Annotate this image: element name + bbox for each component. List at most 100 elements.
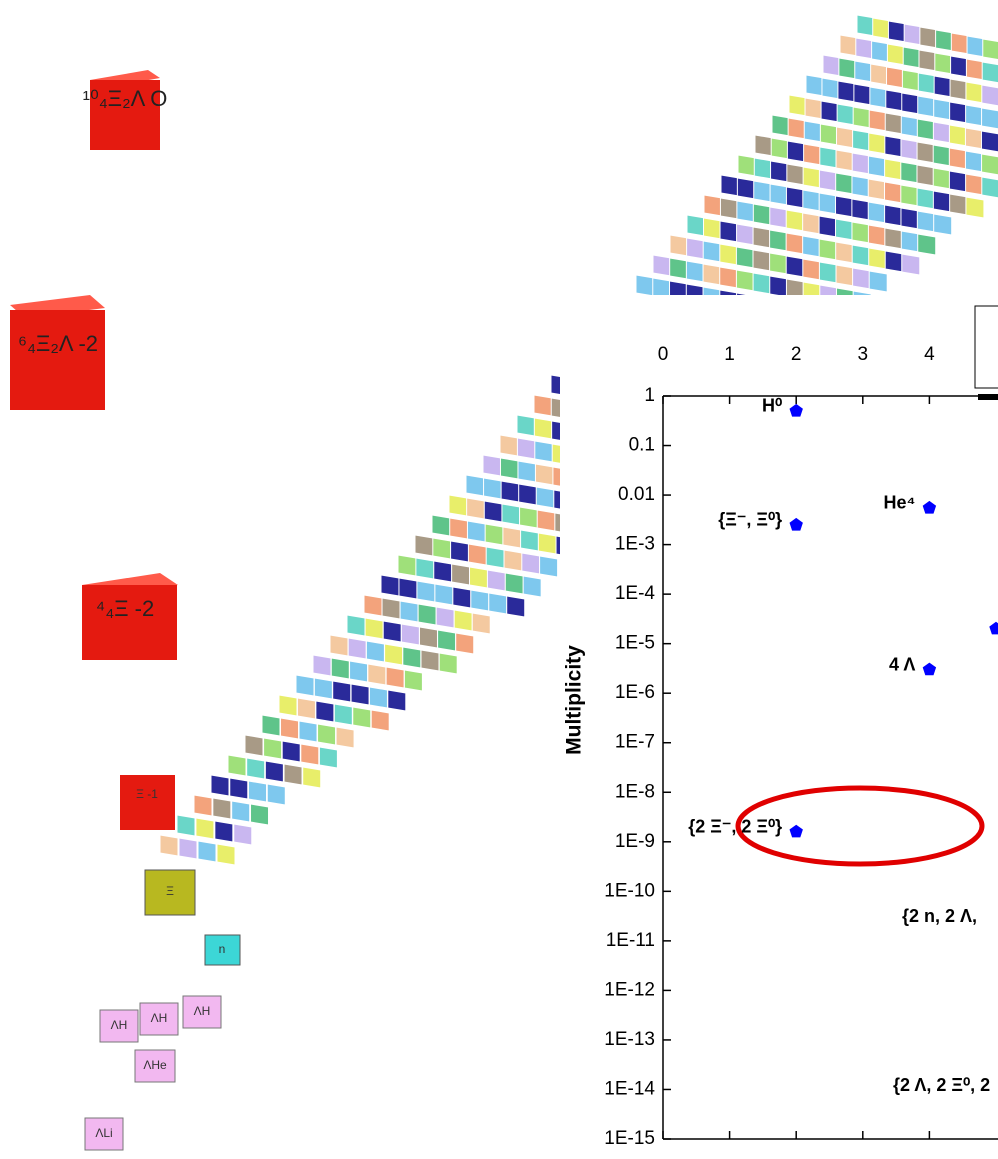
nuclide-tile xyxy=(314,678,332,699)
nuclide-tile xyxy=(319,747,337,768)
nuclide-tile xyxy=(950,79,968,100)
nuclide-tile xyxy=(737,201,755,222)
nuclide-tile xyxy=(484,478,502,499)
nuclide-tile xyxy=(467,498,485,519)
nuclide-tile xyxy=(486,547,504,568)
nuclide-tile xyxy=(303,767,321,788)
nuclide-tile xyxy=(982,85,998,106)
nuclide-tile xyxy=(902,93,920,114)
nuclide-tile xyxy=(313,655,331,676)
nuclide-tile xyxy=(421,650,439,671)
nuclide-tile xyxy=(819,170,837,191)
nuclide-tile xyxy=(901,185,919,206)
nuclide-tile xyxy=(836,127,854,148)
nuclide-tile xyxy=(468,544,486,565)
nuclide-tile xyxy=(806,75,824,96)
nuclide-tile xyxy=(636,275,654,296)
y-tick-label: 1E-11 xyxy=(606,930,655,951)
nuclide-tile xyxy=(949,125,967,146)
nuclide-tile xyxy=(540,556,558,577)
nuclide-tile xyxy=(803,190,821,211)
nuclide-tile xyxy=(386,667,404,688)
nuclide-tile xyxy=(836,196,854,217)
nuclide-tile xyxy=(949,171,967,192)
nuclide-tile xyxy=(470,567,488,588)
x-tick-label: 4 xyxy=(924,344,935,365)
nuclide-tile xyxy=(868,179,886,200)
nuclide-tile xyxy=(966,82,984,103)
nuclide-tile xyxy=(381,575,399,596)
nuclide-tile xyxy=(436,607,454,628)
nuclide-tile xyxy=(297,698,315,719)
nuclide-tile xyxy=(398,555,416,576)
nuclide-tile xyxy=(211,775,229,796)
nuclide-tile xyxy=(489,593,507,614)
nuclide-tile xyxy=(249,781,267,802)
nuclide-tile xyxy=(720,267,738,288)
nuclide-tile xyxy=(869,133,887,154)
nuclide-tile xyxy=(950,102,968,123)
nuclide-tile xyxy=(753,250,771,271)
nuclide-tile xyxy=(438,630,456,651)
nuclide-tile xyxy=(819,193,837,214)
nuclide-tile xyxy=(966,197,984,218)
nuclide-tile xyxy=(933,122,951,143)
cube-label: ⁶₄Ξ₂Λ -2 xyxy=(18,331,98,356)
nuclide-tile xyxy=(217,844,235,865)
nuclide-tile xyxy=(331,658,349,679)
nuclide-tile xyxy=(869,110,887,131)
nuclide-tile xyxy=(485,524,503,545)
y-tick-label: 1E-6 xyxy=(615,682,655,703)
nuclide-tile xyxy=(786,233,804,254)
nuclide-tile xyxy=(885,251,903,272)
y-tick-label: 1E-5 xyxy=(615,633,655,654)
nuclide-tile xyxy=(868,202,886,223)
nuclide-tile xyxy=(901,231,919,252)
nuclide-tile xyxy=(385,644,403,665)
y-tick-label: 1E-3 xyxy=(615,534,655,555)
nuclide-tile xyxy=(869,248,887,269)
y-tick-label: 1E-12 xyxy=(604,979,655,1000)
nuclide-tile xyxy=(213,798,231,819)
nuclide-tile xyxy=(196,818,214,839)
nuclide-tile xyxy=(670,258,688,279)
nuclide-tile xyxy=(383,621,401,642)
nuclide-tile xyxy=(981,131,998,152)
nuclide-tile xyxy=(755,135,773,156)
nuclide-tile xyxy=(770,276,788,297)
nuclide-tile xyxy=(820,124,838,145)
nuclide-tile xyxy=(365,618,383,639)
nuclide-tile xyxy=(382,598,400,619)
nuclide-tile xyxy=(966,174,984,195)
nuclide-tile xyxy=(284,764,302,785)
annotation: {2 n, 2 Λ, xyxy=(902,906,977,926)
nuclide-tile xyxy=(855,61,873,82)
nuclide-tile xyxy=(336,727,354,748)
nuclide-tile xyxy=(230,778,248,799)
legend-marker xyxy=(978,394,998,400)
nuclide-tile xyxy=(853,268,871,289)
x-tick-label: 2 xyxy=(791,344,802,365)
nuclide-tile xyxy=(736,270,754,291)
nuclide-tile xyxy=(179,838,197,859)
nuclide-tile xyxy=(852,153,870,174)
nuclide-tile xyxy=(517,415,535,436)
x-tick-label: 3 xyxy=(858,344,869,365)
nuclide-tile xyxy=(501,481,519,502)
cube-label: Ξ xyxy=(166,884,174,898)
nuclide-tile xyxy=(419,627,437,648)
cube xyxy=(120,775,175,830)
nuclide-tile xyxy=(934,76,952,97)
nuclide-tile xyxy=(404,670,422,691)
nuclide-tile xyxy=(523,576,541,597)
nuclide-tile xyxy=(507,596,525,617)
nuclide-tile xyxy=(483,455,501,476)
nuclide-tile xyxy=(770,184,788,205)
nuclide-tile xyxy=(786,210,804,231)
nuclide-tile xyxy=(500,458,518,479)
nuclide-tile xyxy=(366,641,384,662)
nuclide-tile xyxy=(950,194,968,215)
nuclide-tile xyxy=(536,487,554,508)
nuclide-tile xyxy=(471,590,489,611)
nuclide-tile xyxy=(786,187,804,208)
